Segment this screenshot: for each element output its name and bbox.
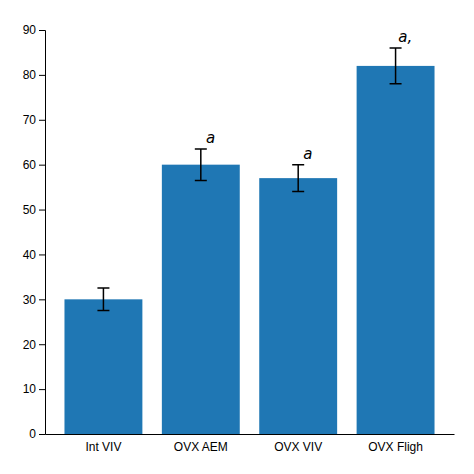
x-tick-label: Int VIV [85,440,121,454]
bar [162,165,240,434]
error-bar-line [195,149,207,180]
y-tick-mark [39,165,45,166]
error-bar-line [292,165,304,192]
error-bar-line [97,288,109,310]
y-tick-label: 30 [23,293,37,307]
y-tick: 60 [23,158,45,172]
y-tick-label: 60 [23,158,37,172]
y-axis: 0 10 20 30 40 50 60 70 80 90 [23,23,46,441]
x-tick: OVX VIV [274,440,322,454]
y-tick-mark [39,30,45,31]
x-tick-label: OVX VIV [274,440,322,454]
y-tick: 40 [23,248,45,262]
y-tick: 80 [23,68,45,82]
y-tick-mark [39,299,45,300]
y-tick-label: 90 [23,23,37,37]
y-tick-label: 0 [29,427,36,441]
annotations: a a a, [206,28,412,163]
y-tick-label: 40 [23,248,37,262]
y-tick-label: 50 [23,203,37,217]
y-tick-mark [39,210,45,211]
y-tick: 30 [23,293,45,307]
x-tick-label: OVX Fligh [368,440,423,454]
error-bar [97,288,109,310]
x-tick: OVX AEM [174,440,228,454]
y-tick-label: 80 [23,68,37,82]
plot: 0 10 20 30 40 50 60 70 80 90 Int VIV OVX AEM OVX VIV… [23,23,455,453]
marks [64,48,434,434]
error-bar [195,149,207,180]
y-tick: 0 [29,427,45,441]
y-tick: 10 [23,382,45,396]
y-tick: 20 [23,338,45,352]
y-tick: 90 [23,23,45,37]
y-tick-mark [39,344,45,345]
annotation: a, [398,28,412,46]
x-axis-line [46,434,455,435]
y-axis-line [39,31,46,435]
bar [64,299,142,434]
y-tick-mark [39,389,45,390]
y-tick-label: 20 [23,338,37,352]
x-tick: OVX Fligh [368,440,423,454]
x-axis: Int VIV OVX AEM OVX VIV OVX Fligh [46,435,455,454]
y-tick: 50 [23,203,45,217]
x-tick: Int VIV [85,440,121,454]
annotation: a [206,129,215,147]
y-tick: 70 [23,113,45,127]
error-bar [292,165,304,192]
annotation: a [303,145,312,163]
bar [259,178,337,434]
error-bar [390,48,402,84]
error-bar-line [390,48,402,84]
y-tick-mark [39,254,45,255]
y-tick-label: 70 [23,113,37,127]
y-tick-mark [39,75,45,76]
y-tick-mark [39,120,45,121]
chart: 0 10 20 30 40 50 60 70 80 90 Int VIV OVX AEM OVX VIV… [0,0,474,474]
bar [357,66,435,434]
y-tick-label: 10 [23,382,37,396]
x-tick-label: OVX AEM [174,440,228,454]
y-tick-mark [39,434,45,435]
